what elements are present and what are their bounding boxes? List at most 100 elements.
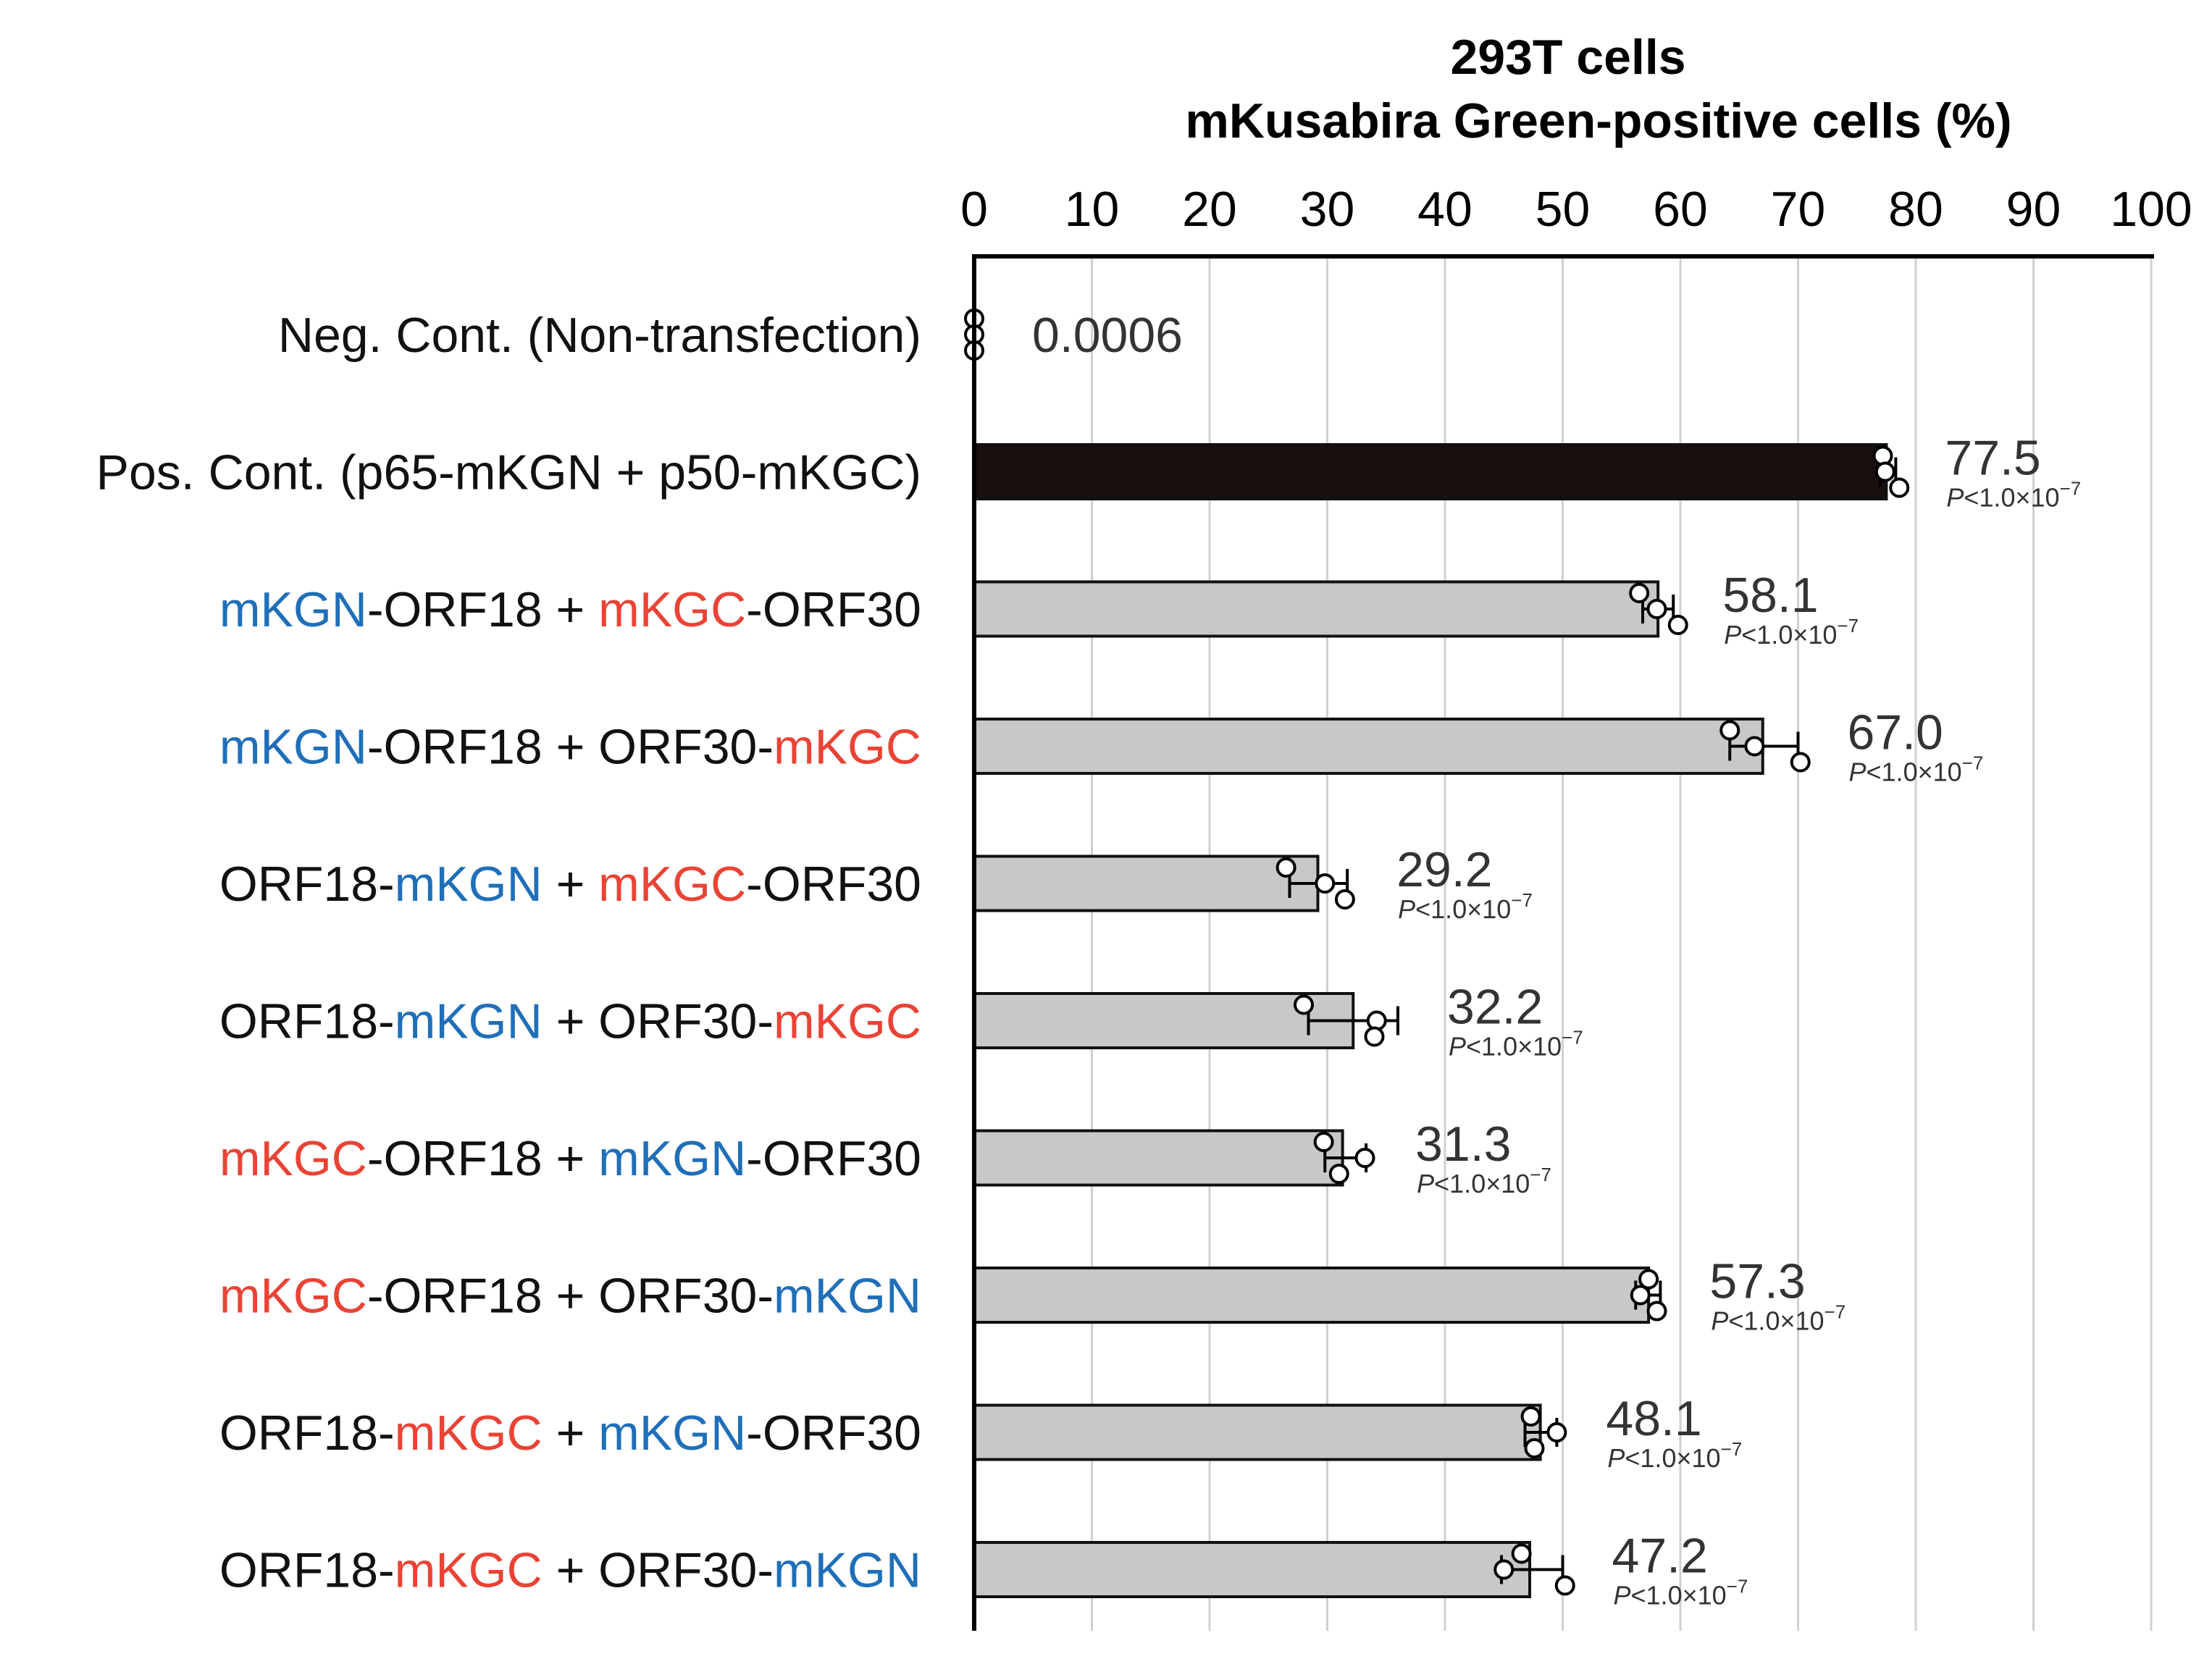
bars: 0.000677.5P<1.0×10−758.1P<1.0×10−767.0P<…: [964, 308, 2081, 1610]
p-value-exponent: −7: [1962, 752, 1984, 774]
category-label: ORF18-mKGN + ORF30-mKGC: [219, 994, 921, 1049]
bar: [973, 1541, 1531, 1598]
p-value-label: P<1.0×10−7: [1849, 752, 1984, 787]
p-value-symbol: P: [1607, 1443, 1625, 1473]
category-label: mKGC-ORF18 + mKGN-ORF30: [219, 1131, 921, 1186]
category-label: mKGC-ORF18 + ORF30-mKGN: [219, 1269, 921, 1324]
p-value-symbol: P: [1711, 1306, 1728, 1336]
category-label-part: -ORF30: [746, 857, 921, 912]
data-point: [1790, 752, 1811, 773]
x-tick-label: 20: [1182, 182, 1237, 237]
x-tick-label: 70: [1771, 182, 1826, 237]
p-value-text: <1.0×10: [1434, 1169, 1530, 1198]
category-label: Neg. Cont. (Non-transfection): [278, 308, 921, 363]
data-point: [1524, 1438, 1545, 1458]
value-label: 47.2: [1612, 1529, 1708, 1584]
x-axis-ticks: 0 10 20 30 40 50 60 70 80 90 100: [960, 182, 2192, 237]
p-value-label: P<1.0×10−7: [1607, 1438, 1742, 1473]
data-point: [1554, 1575, 1575, 1596]
data-point: [1313, 1132, 1334, 1152]
category-label-part: +: [542, 1406, 599, 1461]
value-label: 58.1: [1722, 568, 1818, 623]
value-label: 77.5: [1945, 431, 2040, 486]
p-value-text: <1.0×10: [1625, 1443, 1720, 1473]
category-label-part: -ORF30: [746, 1131, 921, 1186]
category-label-part: mKGC: [395, 1543, 542, 1598]
p-value-text: <1.0×10: [1466, 1032, 1562, 1062]
category-label-part: ORF18-: [219, 994, 395, 1049]
data-point: [1275, 857, 1296, 878]
category-label-part: -ORF30: [746, 582, 921, 637]
p-value-text: <1.0×10: [1415, 894, 1511, 924]
p-value-label: P<1.0×10−7: [1711, 1301, 1846, 1336]
bar: [973, 854, 1320, 912]
x-tick-label: 30: [1300, 182, 1355, 237]
data-point: [1334, 889, 1355, 910]
data-point: [1315, 873, 1336, 894]
x-tick-label: 60: [1653, 182, 1708, 237]
category-label: Pos. Cont. (p65-mKGN + p50-mKGC): [96, 445, 921, 500]
x-tick-label: 90: [2006, 182, 2061, 237]
data-point: [1646, 599, 1667, 619]
value-label: 0.0006: [1032, 308, 1183, 363]
category-label-part: mKGN: [219, 720, 367, 775]
category-label-part: mKGC: [598, 582, 746, 637]
data-point: [1874, 461, 1895, 482]
bar-group: 47.2P<1.0×10−7: [973, 1529, 1748, 1610]
category-label-part: -ORF18 +: [367, 1131, 598, 1186]
category-label-part: mKGN: [395, 857, 542, 912]
chart-title-line-1: 293T cells: [1450, 30, 1685, 85]
p-value-exponent: −7: [1511, 889, 1533, 911]
x-tick-label: 80: [1888, 182, 1943, 237]
category-label-part: mKGC: [219, 1131, 367, 1186]
category-label-part: mKGC: [219, 1269, 367, 1324]
value-label: 29.2: [1396, 842, 1492, 897]
x-tick-label: 40: [1417, 182, 1472, 237]
p-value-text: <1.0×10: [1631, 1581, 1727, 1610]
category-labels: Neg. Cont. (Non-transfection) Pos. Cont. …: [96, 308, 921, 1598]
p-value-exponent: −7: [1727, 1576, 1748, 1597]
category-label-part: mKGC: [598, 857, 746, 912]
p-value-symbol: P: [1946, 483, 1964, 513]
bar: [973, 580, 1660, 638]
bar-group: 29.2P<1.0×10−7: [973, 842, 1533, 924]
data-point: [1294, 994, 1314, 1015]
p-value-text: <1.0×10: [1728, 1306, 1824, 1336]
p-value-label: P<1.0×10−7: [1398, 889, 1533, 924]
data-point: [1328, 1164, 1349, 1184]
p-value-exponent: −7: [1825, 1301, 1846, 1323]
category-label-part: Neg. Cont. (Non-transfection): [278, 308, 921, 363]
category-label: ORF18-mKGC + ORF30-mKGN: [219, 1543, 921, 1598]
data-point: [1630, 1285, 1651, 1306]
p-value-text: <1.0×10: [1964, 483, 2059, 513]
p-value-symbol: P: [1417, 1169, 1434, 1198]
category-label-part: mKGN: [598, 1131, 746, 1186]
category-label-part: Pos. Cont. (p65-mKGN + p50-mKGC): [96, 445, 921, 500]
data-point: [1493, 1559, 1515, 1580]
category-label: mKGN-ORF18 + mKGC-ORF30: [219, 582, 921, 637]
data-point: [1646, 1301, 1667, 1322]
chart-title-line-2: mKusabira Green-positive cells (%): [1185, 93, 2011, 148]
p-value-text: <1.0×10: [1741, 620, 1837, 650]
p-value-symbol: P: [1614, 1581, 1631, 1610]
bar: [973, 1403, 1542, 1461]
category-label-part: mKGC: [774, 720, 921, 775]
category-label-part: -ORF30: [746, 1406, 921, 1461]
data-point: [1744, 736, 1765, 757]
category-label-part: mKGN: [774, 1543, 921, 1598]
bar: [973, 443, 1888, 500]
bar-group: 57.3P<1.0×10−7: [973, 1254, 1846, 1336]
category-label-part: -ORF18 +: [367, 582, 598, 637]
x-tick-label: 50: [1536, 182, 1591, 237]
value-label: 32.2: [1447, 980, 1543, 1035]
category-label-part: ORF18-: [219, 857, 395, 912]
category-label: ORF18-mKGC + mKGN-ORF30: [219, 1406, 921, 1461]
x-tick-label: 10: [1065, 182, 1120, 237]
category-label-part: -ORF18 + ORF30-: [367, 720, 774, 775]
bar: [973, 718, 1764, 775]
data-point: [1629, 583, 1650, 603]
category-label-part: mKGN: [395, 994, 542, 1049]
bar: [973, 992, 1355, 1049]
category-label-part: mKGN: [219, 582, 367, 637]
